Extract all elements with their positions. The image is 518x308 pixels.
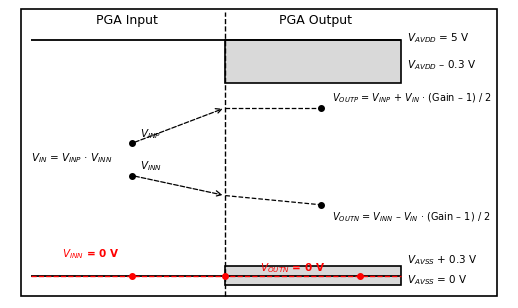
Text: $V_{AVDD}$ – 0.3 V: $V_{AVDD}$ – 0.3 V [407, 58, 476, 71]
Text: $V_{AVSS}$ = 0 V: $V_{AVSS}$ = 0 V [407, 274, 467, 287]
Text: $V_{OUTN}$ = 0 V: $V_{OUTN}$ = 0 V [260, 261, 325, 275]
Text: $V_{AVDD}$ = 5 V: $V_{AVDD}$ = 5 V [407, 32, 469, 45]
Text: $V_{OUTP}$ = $V_{INP}$ + $V_{IN}$ · (Gain – 1) / 2: $V_{OUTP}$ = $V_{INP}$ + $V_{IN}$ · (Gai… [332, 92, 492, 105]
Text: $V_{INN}$: $V_{INN}$ [140, 160, 162, 173]
Text: PGA Input: PGA Input [96, 14, 158, 26]
Text: PGA Output: PGA Output [280, 14, 352, 26]
Text: $V_{OUTN}$ = $V_{INN}$ – $V_{IN}$ · (Gain – 1) / 2: $V_{OUTN}$ = $V_{INN}$ – $V_{IN}$ · (Gai… [332, 210, 490, 224]
Text: $V_{INP}$: $V_{INP}$ [140, 127, 161, 141]
Text: $V_{AVSS}$ + 0.3 V: $V_{AVSS}$ + 0.3 V [407, 253, 477, 267]
Bar [225, 266, 401, 285]
Bar [225, 40, 401, 83]
Text: $V_{INN}$ = 0 V: $V_{INN}$ = 0 V [62, 247, 119, 261]
Text: $V_{IN}$ = $V_{INP}$ · $V_{INN}$: $V_{IN}$ = $V_{INP}$ · $V_{INN}$ [31, 151, 112, 165]
